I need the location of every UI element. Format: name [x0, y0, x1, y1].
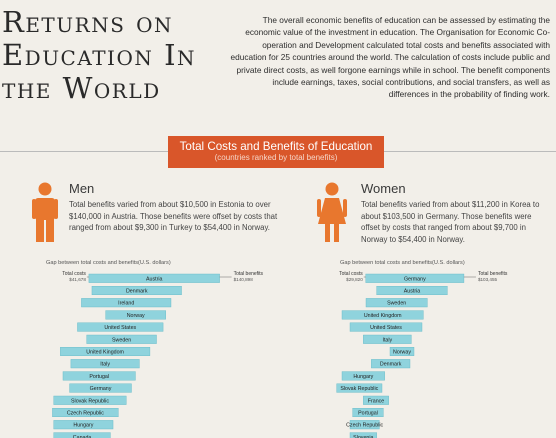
benefit-annotation-value: $140,898 — [234, 277, 254, 282]
bar-label: United States — [104, 325, 136, 331]
chart-bar — [77, 322, 164, 332]
chart-bar — [371, 359, 411, 369]
chart-bar — [81, 298, 172, 308]
chart-bar — [69, 383, 132, 393]
bar-label: United Kingdom — [364, 313, 402, 319]
chart-bar — [389, 346, 415, 356]
benefit-annotation-value: $103,455 — [478, 277, 498, 282]
title-line-3: the World — [2, 71, 161, 105]
chart-bar — [349, 322, 423, 332]
banner-title: Total Costs and Benefits of Education — [179, 140, 373, 153]
chart-bar — [336, 383, 383, 393]
bar-label: Portugal — [358, 411, 378, 417]
bar-label: Sweden — [112, 337, 131, 343]
chart-bar — [365, 298, 428, 308]
women-heading: Women — [361, 181, 406, 196]
bar-label: Sweden — [387, 301, 406, 307]
benefit-annotation-label: Total benefits — [234, 271, 264, 277]
chart-subtitle: Gap between total costs and benefits(U.S… — [340, 260, 465, 266]
benefit-annotation-label: Total benefits — [478, 271, 508, 277]
title-line-1: Returns on — [2, 5, 174, 39]
bar-label: France — [368, 398, 385, 404]
female-figure-icon — [317, 182, 347, 242]
divider-left — [0, 151, 168, 152]
bar-label: Ireland — [118, 301, 134, 307]
chart-subtitle: Gap between total costs and benefits(U.S… — [46, 260, 171, 266]
banner-subtitle: (countries ranked by total benefits) — [214, 153, 338, 162]
bar-label: United Kingdom — [86, 350, 124, 356]
chart-bar — [60, 346, 151, 356]
bar-label: Denmark — [380, 362, 402, 368]
bar-label: Italy — [100, 362, 110, 368]
chart-bar — [62, 371, 136, 381]
chart-bar — [363, 395, 389, 405]
bar-label: Germany — [90, 386, 112, 392]
bar-label: Denmark — [126, 289, 148, 295]
chart-bar — [376, 286, 448, 296]
chart-bar — [349, 432, 377, 438]
chart-bar — [363, 334, 412, 344]
cost-annotation-value: $41,678 — [69, 277, 86, 282]
chart-bar — [349, 420, 380, 430]
bar-label: Slovak Republic — [71, 398, 109, 404]
bar-label: Austria — [146, 276, 163, 282]
chart-bar — [91, 286, 182, 296]
chart-bar — [365, 273, 465, 283]
page-title: Returns on Education In the World — [2, 6, 196, 105]
men-description: Total benefits varied from about $10,500… — [69, 200, 278, 233]
chart-bar — [88, 273, 220, 283]
bar-label: Hungary — [73, 423, 93, 429]
chart-bar — [52, 407, 119, 417]
cost-benefit-charts: Gap between total costs and benefits(U.S… — [46, 260, 508, 438]
men-heading: Men — [69, 181, 95, 196]
chart-bar — [53, 420, 114, 430]
cost-annotation-label: Total costs — [339, 271, 363, 277]
bar-label: Canada — [73, 435, 92, 438]
bar-label: Hungary — [353, 374, 373, 380]
bar-label: Norway — [127, 313, 145, 319]
male-figure-icon — [32, 182, 58, 242]
bar-label: Czech Republic — [346, 423, 383, 429]
cost-annotation-value: $29,820 — [346, 277, 363, 282]
bar-label: Austria — [404, 289, 421, 295]
chart-bar — [70, 359, 140, 369]
cost-annotation-label: Total costs — [62, 271, 86, 277]
chart-bar — [352, 407, 384, 417]
chart-bar — [53, 395, 127, 405]
chart-bar — [341, 310, 424, 320]
bar-label: Slovenia — [353, 435, 373, 438]
intro-paragraph: The overall economic benefits of educati… — [230, 15, 550, 100]
chart-bar — [341, 371, 385, 381]
chart-bar — [86, 334, 157, 344]
bar-label: United States — [370, 325, 402, 331]
chart-banner: Total Costs and Benefits of Education (c… — [168, 136, 384, 168]
women-description: Total benefits varied from about $11,200… — [361, 200, 540, 244]
bar-label: Portugal — [89, 374, 109, 380]
bar-label: Slovak Republic — [340, 386, 378, 392]
divider-right — [384, 151, 556, 152]
bar-label: Czech Republic — [67, 411, 104, 417]
chart-bar — [53, 432, 111, 438]
title-line-2: Education In — [2, 38, 197, 72]
bar-label: Germany — [404, 276, 426, 282]
bar-label: Norway — [393, 350, 411, 356]
bar-label: Italy — [382, 337, 392, 343]
chart-bar — [105, 310, 166, 320]
